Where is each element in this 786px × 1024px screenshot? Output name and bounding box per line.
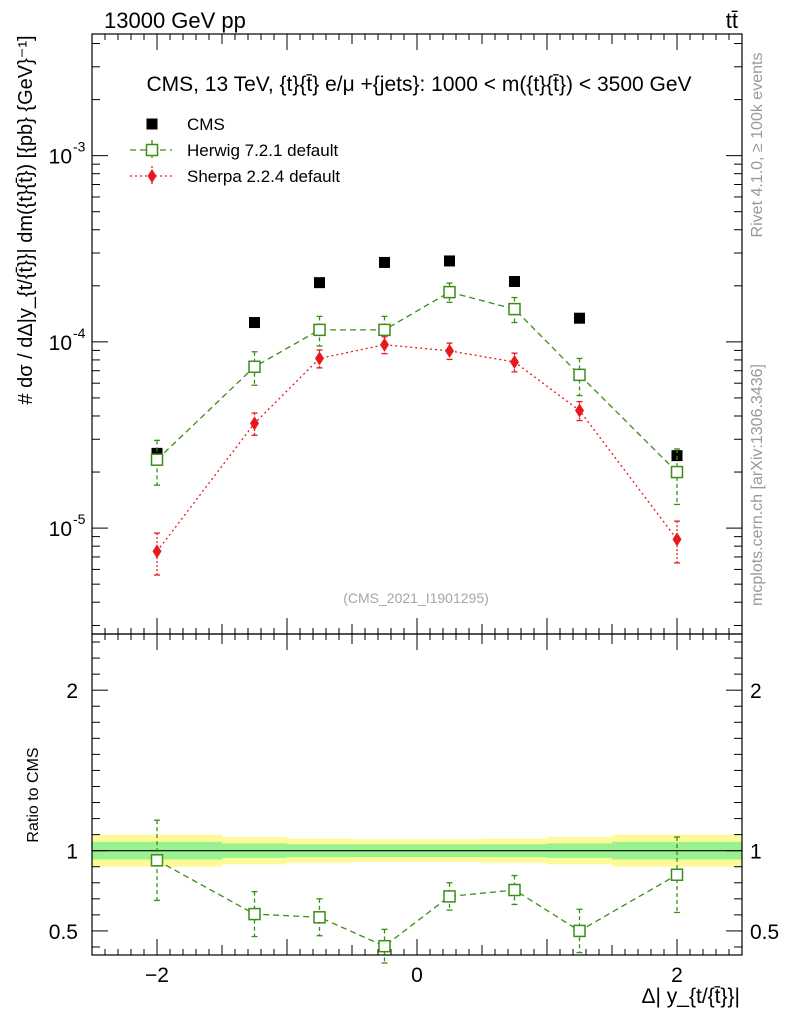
ratio-panel: −2 0 2 2 2 1 1 0.5 0.5 [49, 633, 779, 987]
main-sherpa-2-2-4-default-point [510, 354, 519, 369]
plot-title: CMS, 13 TeV, {t}{t̄} e/μ +{jets}: 1000 <… [146, 73, 691, 96]
legend-label: Herwig 7.2.1 default [187, 141, 338, 160]
main-herwig-7-2-1-default-point [150, 453, 164, 466]
ratio-y-tick-label-right: 0.5 [750, 921, 779, 944]
main-sherpa-2-2-4-default-point [575, 403, 584, 418]
main-sherpa-2-2-4-default-point [152, 544, 162, 559]
main-sherpa-2-2-4-default-point [445, 343, 454, 358]
ratio-herwig-7-2-1-default-point [443, 890, 456, 903]
main-y-axis-label: # dσ / dΔ|y_{t/{t̄}}| dm({t}{t̄}) [{pb} … [15, 35, 37, 404]
main-herwig-7-2-1-default-point [573, 368, 586, 382]
y-tick-exponent: -3 [73, 139, 86, 155]
main-herwig-7-2-1-default-point [378, 323, 391, 337]
y-tick-exponent: -5 [73, 511, 86, 527]
ratio-herwig-7-2-1-default-point [150, 854, 164, 867]
main-cms-point [444, 255, 455, 267]
ratio-herwig-7-2-1-default-point [248, 907, 261, 921]
ratio-y-tick-label-right: 2 [750, 680, 762, 703]
main-cms-point [574, 312, 585, 324]
main-herwig-7-2-1-default-point [443, 285, 456, 299]
y-tick-label: 10 [49, 518, 72, 541]
ratio-herwig-7-2-1-default-line [156, 859, 678, 947]
main-sherpa-2-2-4-default-point [380, 337, 389, 352]
main-cms-point [249, 317, 260, 329]
y-tick-exponent: -4 [73, 325, 86, 341]
ratio-herwig-7-2-1-default-point [670, 868, 684, 881]
x-tick-label: 2 [671, 964, 683, 987]
ratio-herwig-7-2-1-default-point [508, 883, 521, 897]
legend-label: CMS [187, 115, 225, 134]
legend: CMS Herwig 7.2.1 default Sherpa 2.2.4 defa… [130, 115, 340, 186]
main-herwig-7-2-1-default-line [156, 291, 678, 473]
legend-marker [146, 118, 158, 130]
main-cms-point [671, 450, 683, 462]
ratio-herwig-7-2-1-default-point [313, 911, 326, 924]
x-axis-label: Δ| y_{t/{t̄}}| [641, 985, 740, 1008]
main-cms-point [379, 256, 390, 268]
analysis-id: (CMS_2021_I1901295) [343, 590, 489, 606]
main-sherpa-2-2-4-default-point [672, 532, 682, 547]
ratio-y-tick-label: 2 [66, 680, 78, 703]
main-herwig-7-2-1-default-point [508, 302, 521, 316]
ratio-y-tick-label-right: 1 [750, 841, 762, 864]
energy-label: 13000 GeV pp [104, 8, 246, 33]
main-herwig-7-2-1-default-point [313, 323, 326, 337]
main-cms-point [151, 447, 163, 459]
x-tick-label: 0 [411, 964, 423, 987]
ratio-y-tick-label: 1 [66, 841, 78, 864]
side-label-rivet: Rivet 4.1.0, ≥ 100k events [749, 53, 766, 238]
ratio-y-axis-label: Ratio to CMS [25, 747, 42, 842]
main-cms-point [314, 277, 325, 289]
legend-marker [145, 143, 159, 157]
main-sherpa-2-2-4-default-point [250, 416, 259, 431]
side-label-mcplots: mcplots.cern.ch [arXiv:1306.3436] [749, 364, 766, 606]
ratio-herwig-7-2-1-default-point [378, 939, 391, 953]
ratio-herwig-7-2-1-default-point [573, 924, 586, 938]
main-herwig-7-2-1-default-point [670, 465, 684, 479]
y-tick-label: 10 [49, 332, 72, 355]
main-sherpa-2-2-4-default-point [315, 351, 324, 366]
main-cms-point [509, 275, 520, 287]
main-herwig-7-2-1-default-point [248, 360, 261, 374]
main-sherpa-2-2-4-default-line [156, 344, 678, 552]
legend-label: Sherpa 2.2.4 default [187, 167, 340, 186]
y-tick-label: 10 [49, 146, 72, 169]
x-tick-label: −2 [145, 964, 169, 987]
legend-marker [147, 169, 157, 183]
ratio-frame [91, 633, 743, 956]
process-label: tt̄ [726, 8, 738, 33]
ratio-y-tick-label: 0.5 [49, 921, 78, 944]
